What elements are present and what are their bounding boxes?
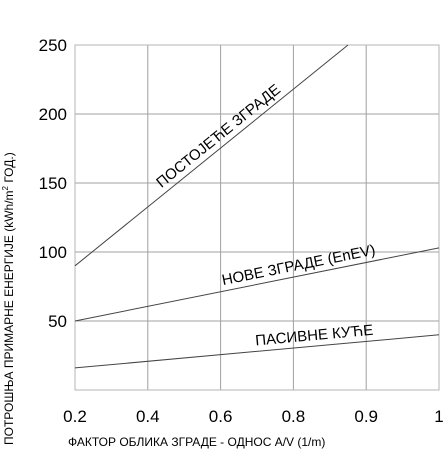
series-label: ПОСТОЈЕЋЕ ЗГРАДЕ [153, 81, 284, 191]
x-tick-label: 1 [434, 407, 443, 426]
plot-area-frame [74, 44, 440, 391]
x-tick-label: 0.2 [63, 407, 87, 426]
series-line [74, 44, 349, 267]
x-axis-title: ФАКТОР ОБЛИКА ЗГРАДЕ - ОДНОС A/V (1/m) [68, 435, 325, 449]
series-line [74, 247, 440, 322]
x-tick-labels: 0.2 0.4 0.6 0.8 0.9 1 [63, 407, 444, 426]
x-tick-label: 0.4 [136, 407, 160, 426]
y-axis-title: ПОТРОШЊА ПРИМАРНЕ ЕНЕРГИЈЕ (kWh/m2 ГОД.) [1, 152, 16, 445]
y-tick-label: 100 [39, 243, 67, 262]
y-tick-label: 150 [39, 174, 67, 193]
y-tick-labels: 50 100 150 200 250 [39, 36, 67, 331]
series-line [74, 334, 440, 369]
y-tick-label: 50 [48, 312, 67, 331]
series-label: ПАСИВНЕ КУЋЕ [255, 322, 374, 350]
y-tick-label: 250 [39, 36, 67, 55]
x-tick-label: 0.8 [282, 407, 306, 426]
x-tick-label: 0.6 [209, 407, 233, 426]
series-lines [74, 44, 440, 369]
x-tick-label: 0.9 [354, 407, 378, 426]
y-tick-label: 200 [39, 105, 67, 124]
